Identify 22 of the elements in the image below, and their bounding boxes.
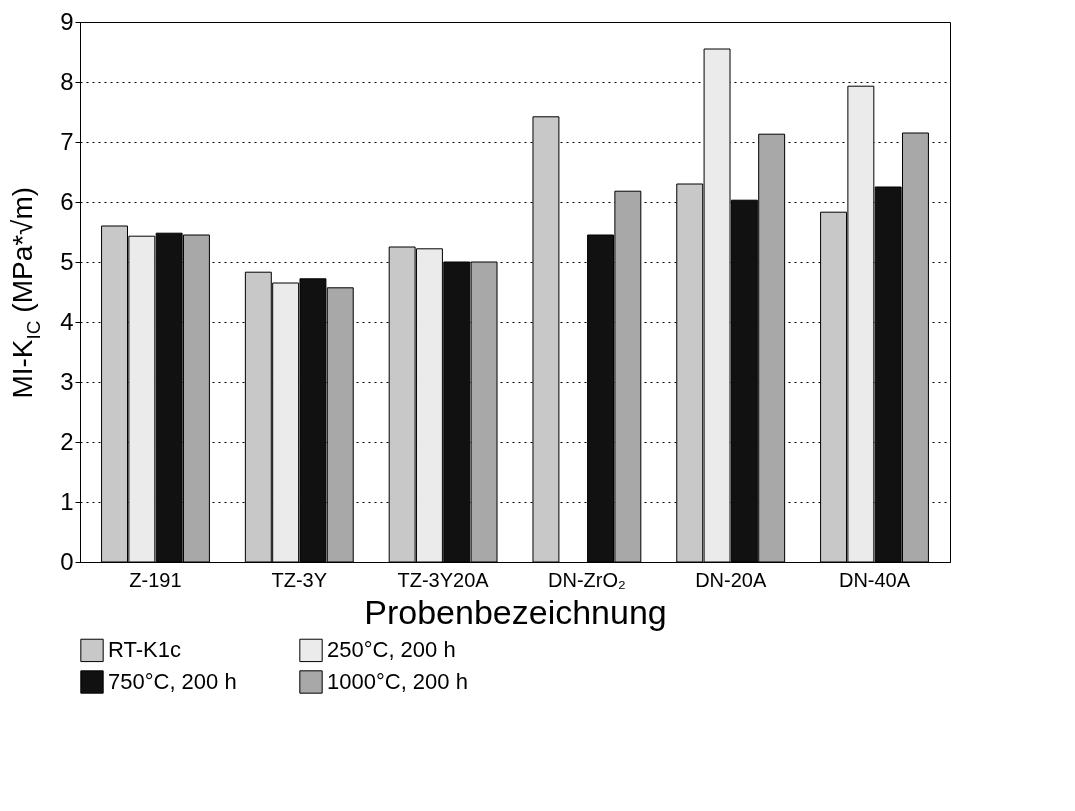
legend-label: 1000°C, 200 h xyxy=(327,669,468,694)
x-tick-label: DN-ZrO₂ xyxy=(548,568,626,591)
y-axis-title: MI-KIC (MPa*√m) xyxy=(7,186,44,399)
y-tick-label: 9 xyxy=(60,7,74,35)
y-tick-label: 4 xyxy=(60,307,74,335)
y-tick-label: 8 xyxy=(60,67,74,95)
y-tick-label: 2 xyxy=(60,427,74,455)
y-tick-label: 3 xyxy=(60,367,74,395)
x-tick-label: DN-40A xyxy=(838,568,911,591)
legend-label: RT-K1c xyxy=(108,637,181,663)
y-tick-label: 1 xyxy=(60,487,74,515)
legend-label: 750°C, 200 h xyxy=(108,669,237,694)
y-tick-label: 7 xyxy=(60,127,74,155)
x-axis-title: Probenbezeichnung xyxy=(364,592,667,631)
y-tick-label: 5 xyxy=(60,247,74,275)
y-tick-label: 6 xyxy=(60,187,74,215)
y-tick-label: 0 xyxy=(60,547,74,575)
x-tick-label: DN-20A xyxy=(695,568,767,591)
x-tick-label: TZ-3Y xyxy=(271,568,328,591)
legend-label: 250°C, 200 h xyxy=(327,637,456,663)
x-tick-label: TZ-3Y20A xyxy=(397,568,490,591)
x-tick-label: Z-191 xyxy=(129,568,182,591)
